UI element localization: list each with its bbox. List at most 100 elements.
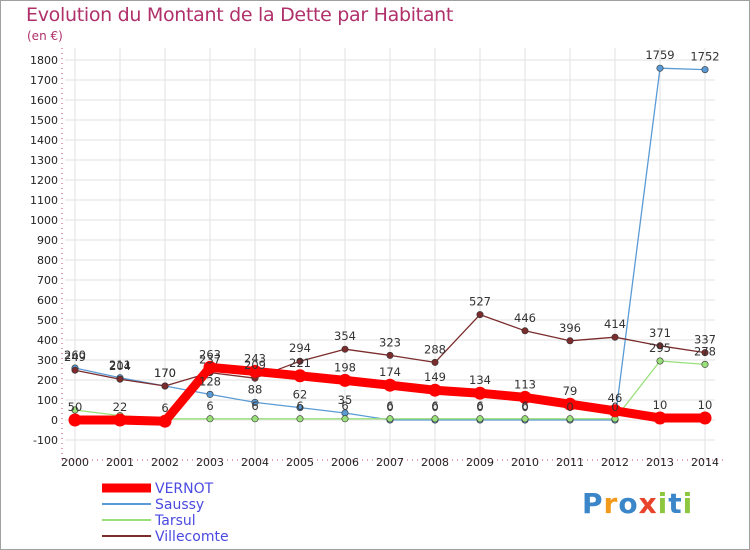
data-label-vernot: 198	[334, 360, 356, 374]
data-label-villecomte: 237	[199, 353, 221, 367]
data-point-vernot	[473, 386, 487, 400]
x-tick-label: 2005	[286, 456, 314, 469]
x-tick-label: 2006	[331, 456, 359, 469]
data-label-villecomte: 209	[244, 358, 266, 372]
data-label-saussy: 0	[386, 400, 393, 414]
chart-subtitle: (en €)	[27, 29, 63, 43]
data-label-villecomte: 414	[604, 317, 626, 331]
series-layer	[68, 64, 712, 428]
y-tick-label: 0	[51, 414, 58, 427]
data-point-vernot	[383, 378, 397, 392]
data-label-saussy: 1752	[690, 50, 719, 64]
data-point-vernot	[68, 413, 82, 427]
logo-letter: t	[668, 487, 683, 520]
data-label-villecomte: 396	[559, 321, 581, 335]
data-label-tarsul: 6	[296, 399, 303, 413]
logo-letter: i	[682, 487, 694, 520]
data-label-saussy: 1759	[645, 48, 674, 62]
logo-letter: r	[603, 487, 619, 520]
logo-letter: x	[638, 487, 658, 520]
data-point-saussy	[206, 390, 214, 398]
data-label-tarsul: 6	[431, 399, 438, 413]
y-tick-label: 600	[37, 294, 58, 307]
data-label-villecomte: 170	[154, 366, 176, 380]
y-tick-label: 900	[37, 234, 58, 247]
data-label-tarsul: 6	[206, 399, 213, 413]
data-label-vernot: 174	[379, 365, 401, 379]
data-label-saussy: 260	[64, 348, 86, 362]
data-label-saussy: 35	[338, 393, 353, 407]
data-label-villecomte: 294	[289, 341, 311, 355]
data-label-vernot: 263	[199, 347, 221, 361]
x-tick-label: 2011	[556, 456, 584, 469]
data-label-vernot: 10	[653, 398, 668, 412]
y-tick-label: 1200	[30, 174, 58, 187]
y-tick-label: 1800	[30, 54, 58, 67]
data-label-saussy: 0	[566, 400, 573, 414]
data-point-villecomte	[296, 357, 304, 365]
x-tick-label: 2007	[376, 456, 404, 469]
data-point-tarsul	[251, 415, 259, 423]
data-point-vernot	[518, 390, 532, 404]
data-label-villecomte: 204	[109, 359, 131, 373]
data-point-tarsul	[476, 415, 484, 423]
data-point-villecomte	[71, 366, 79, 374]
data-label-vernot: 46	[608, 391, 623, 405]
data-label-saussy: 88	[248, 382, 263, 396]
data-label-vernot: 243	[244, 351, 266, 365]
x-tick-label: 2014	[691, 456, 719, 469]
data-point-vernot	[428, 383, 442, 397]
y-tick-label: 1700	[30, 74, 58, 87]
data-point-villecomte	[476, 311, 484, 319]
proxiti-logo: Proxiti	[582, 487, 693, 520]
data-label-vernot: 22	[113, 400, 128, 414]
data-point-saussy	[656, 64, 664, 72]
data-point-villecomte	[566, 337, 574, 345]
data-point-vernot	[653, 411, 667, 425]
data-point-tarsul	[341, 415, 349, 423]
data-point-villecomte	[431, 358, 439, 366]
data-point-tarsul	[206, 415, 214, 423]
data-label-vernot: 113	[514, 377, 536, 391]
x-tick-label: 2008	[421, 456, 449, 469]
data-label-saussy: 128	[199, 374, 221, 388]
data-point-villecomte	[341, 345, 349, 353]
data-label-villecomte: 323	[379, 335, 401, 349]
y-tick-label: 200	[37, 374, 58, 387]
data-point-saussy	[251, 398, 259, 406]
legend-label-villecomte: Villecomte	[155, 529, 229, 545]
data-label-vernot: 10	[698, 398, 713, 412]
legend-label-tarsul: Tarsul	[154, 513, 196, 529]
data-label-saussy: 170	[154, 366, 176, 380]
data-label-saussy: 62	[293, 388, 308, 402]
data-point-villecomte	[701, 349, 709, 357]
logo-letter: i	[657, 487, 669, 520]
data-label-vernot: 6	[161, 401, 168, 415]
logo-letter: o	[618, 487, 639, 520]
y-tick-label: 1600	[30, 94, 58, 107]
y-tick-label: 100	[37, 394, 58, 407]
x-tick-label: 2013	[646, 456, 674, 469]
data-point-vernot	[563, 397, 577, 411]
data-label-tarsul: 6	[521, 399, 528, 413]
data-label-tarsul: 6	[476, 399, 483, 413]
data-label-villecomte: 527	[469, 295, 491, 309]
legend-label-saussy: Saussy	[155, 497, 204, 513]
data-point-vernot	[608, 404, 622, 418]
data-label-tarsul: 6	[341, 399, 348, 413]
data-label-tarsul: 278	[694, 344, 716, 358]
data-point-villecomte	[386, 351, 394, 359]
data-point-saussy	[701, 66, 709, 74]
data-label-tarsul: 6	[386, 399, 393, 413]
data-label-villecomte: 446	[514, 311, 536, 325]
data-label-villecomte: 249	[64, 350, 86, 364]
data-point-tarsul	[656, 357, 664, 365]
y-tick-label: 1100	[30, 194, 58, 207]
data-point-tarsul	[566, 415, 574, 423]
data-label-saussy: 0	[431, 400, 438, 414]
data-label-vernot: 149	[424, 370, 446, 384]
data-point-tarsul	[386, 415, 394, 423]
y-tick-label: 1300	[30, 154, 58, 167]
